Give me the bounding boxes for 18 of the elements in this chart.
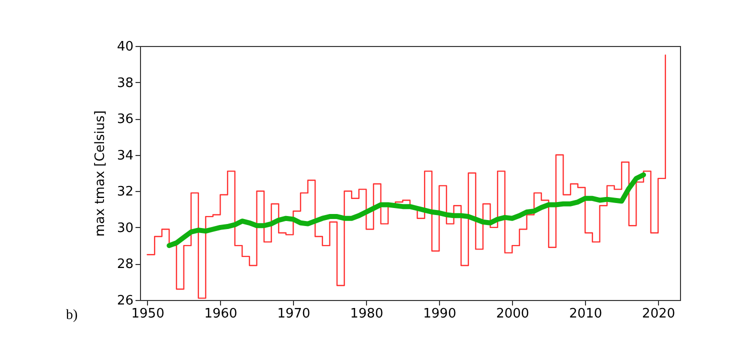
- x-tick-label: 2000: [496, 306, 530, 322]
- y-tick-label: 26: [116, 294, 134, 308]
- x-tick-label: 1960: [204, 306, 238, 322]
- y-tick-label: 36: [116, 112, 134, 128]
- x-tick-label: 2010: [569, 306, 602, 322]
- y-tick-label: 40: [116, 40, 134, 54]
- x-tick-label: 1970: [277, 306, 310, 322]
- y-axis-title: max tmax [Celsius]: [92, 110, 108, 237]
- y-tick-label: 32: [116, 184, 134, 200]
- y-tick-label: 34: [116, 148, 134, 164]
- text: b): [66, 308, 78, 323]
- x-tick-label: 1990: [423, 306, 456, 322]
- x-tick-label: 2020: [642, 306, 676, 322]
- y-tick-label: 28: [116, 257, 134, 272]
- y-tick-label: 38: [116, 76, 134, 91]
- x-tick-label: 1950: [131, 306, 164, 322]
- x-tick-label: 1980: [350, 306, 384, 322]
- y-tick-label: 30: [116, 220, 134, 236]
